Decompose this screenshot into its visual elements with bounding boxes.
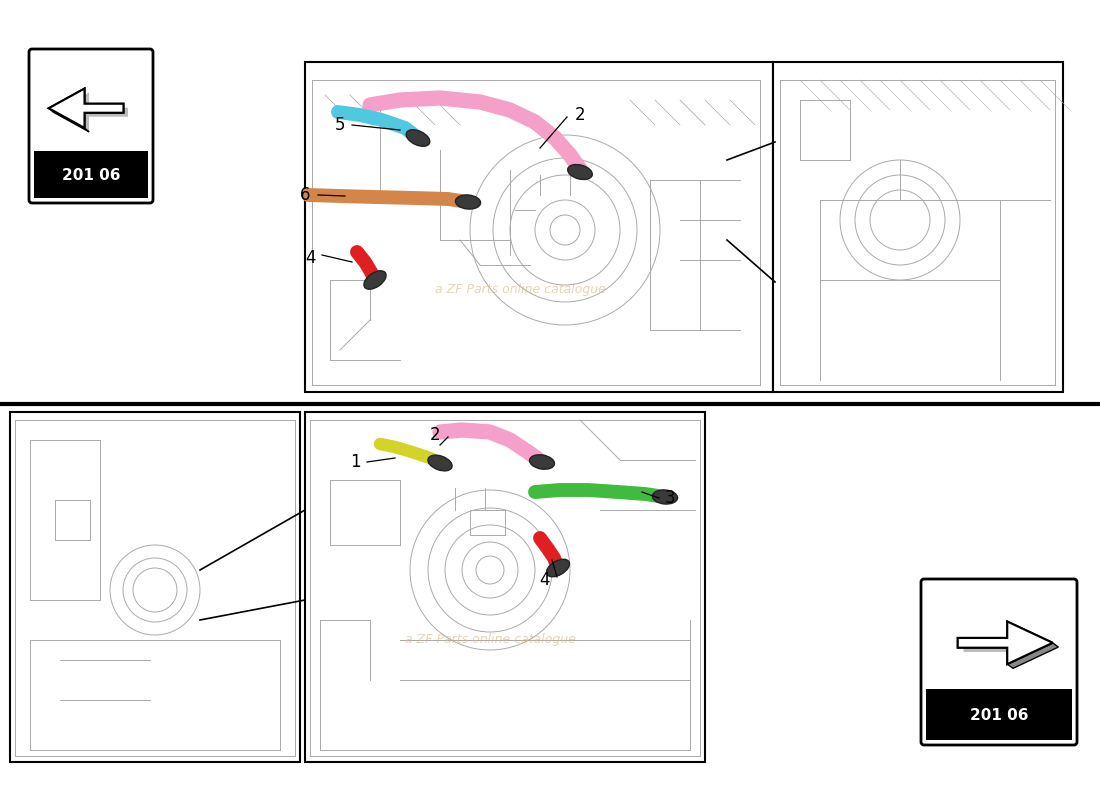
Text: 2: 2 (574, 106, 585, 124)
Polygon shape (48, 108, 89, 132)
Text: 201 06: 201 06 (970, 708, 1028, 723)
Text: 1: 1 (350, 453, 361, 471)
Polygon shape (48, 89, 123, 128)
Bar (10, 412, 300, 762)
Bar (34, 151, 148, 198)
Ellipse shape (568, 165, 592, 179)
Bar (305, 412, 705, 762)
Polygon shape (958, 622, 1053, 664)
Text: 201 06: 201 06 (62, 168, 120, 183)
Bar (773, 62, 1063, 392)
Text: a ZF Parts online catalogue: a ZF Parts online catalogue (434, 283, 605, 297)
Text: 2: 2 (430, 426, 440, 444)
Text: 4: 4 (540, 571, 550, 589)
Ellipse shape (455, 195, 481, 209)
Text: 6: 6 (299, 186, 310, 204)
Ellipse shape (364, 270, 386, 290)
Polygon shape (54, 93, 128, 132)
Ellipse shape (547, 559, 570, 577)
Polygon shape (1008, 642, 1058, 668)
Text: a ZF Parts online catalogue: a ZF Parts online catalogue (405, 634, 575, 646)
FancyBboxPatch shape (921, 579, 1077, 745)
Text: 3: 3 (664, 489, 675, 507)
Ellipse shape (529, 454, 554, 470)
Bar (926, 690, 1072, 740)
Polygon shape (48, 89, 123, 128)
Bar (305, 62, 773, 392)
FancyBboxPatch shape (29, 49, 153, 203)
Ellipse shape (428, 455, 452, 471)
Polygon shape (964, 626, 1058, 668)
Text: 5: 5 (334, 116, 345, 134)
Ellipse shape (406, 130, 430, 146)
Text: 4: 4 (305, 249, 316, 267)
Polygon shape (958, 622, 1053, 664)
Ellipse shape (652, 490, 678, 504)
